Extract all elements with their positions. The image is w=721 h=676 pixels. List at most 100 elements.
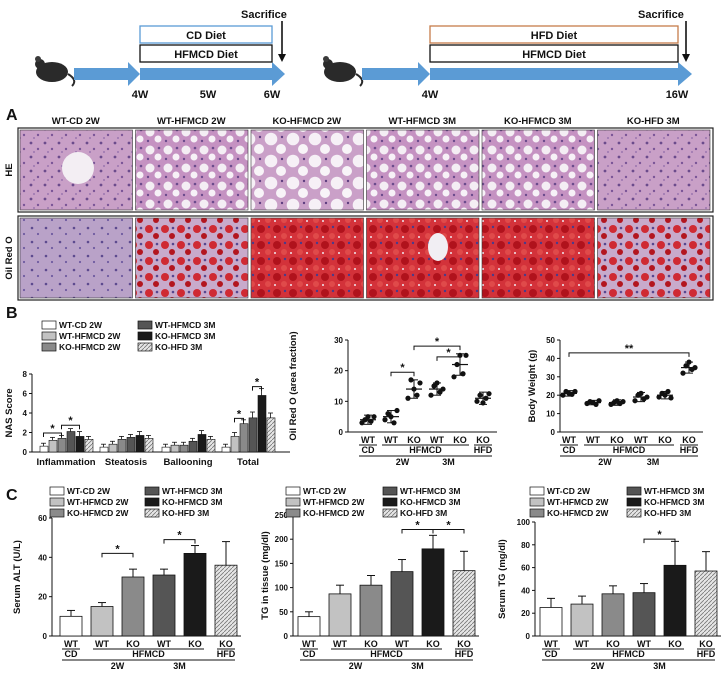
bar: [75, 436, 85, 453]
data-point: [477, 392, 483, 398]
bar: [632, 592, 656, 637]
panel-label-a: A: [6, 107, 18, 124]
group-label-hfd: HFD: [474, 445, 493, 455]
legend-label: WT-HFMCD 3M: [644, 486, 704, 496]
legend-swatch: [144, 508, 160, 518]
cd-diet-label: CD Diet: [186, 30, 226, 42]
data-point: [371, 414, 377, 420]
legend-swatch: [626, 497, 642, 507]
y-tick-label: 0: [43, 632, 48, 641]
bar: [179, 444, 189, 453]
timeline-left: CD Diet HFMCD Diet Sacrifice 4W 5W 6W: [35, 9, 287, 101]
oil-red-o-image: [366, 217, 480, 299]
y-tick-label: 30: [334, 336, 343, 345]
legend-swatch: [285, 508, 301, 518]
group-label-genotype: WT: [395, 639, 409, 649]
group-label-3m: 3M: [173, 661, 186, 671]
legend-swatch: [382, 497, 398, 507]
significance-bracket: [413, 345, 461, 351]
hfmcd-diet-box-right: [429, 44, 679, 63]
bar: [152, 574, 176, 637]
significance-bracket: [643, 538, 676, 544]
group-label-2w: 2W: [349, 661, 363, 671]
group-label-genotype: KO: [606, 639, 620, 649]
vein-lumen: [428, 233, 448, 261]
he-image: [19, 129, 133, 211]
he-image: [481, 129, 595, 211]
timeline-arrow-main-right: [430, 68, 678, 80]
group-label-2w: 2W: [598, 457, 612, 467]
y-tick-label: 100: [517, 518, 531, 527]
bar: [694, 570, 718, 637]
bar: [230, 436, 240, 453]
bar: [108, 443, 118, 453]
legend-label: KO-HFMCD 2W: [547, 508, 609, 518]
timeline-right: HFD Diet HFMCD Diet Sacrifice 4W 16W: [323, 9, 692, 101]
y-tick-label: 50: [546, 336, 555, 345]
significance-star: *: [177, 530, 182, 542]
data-point: [451, 374, 457, 380]
tick-4w-right: 4W: [422, 89, 439, 101]
group-label-genotype: WT: [333, 639, 347, 649]
legend-label: WT-HFMCD 2W: [67, 497, 129, 507]
timeline-arrow-main: [140, 68, 272, 80]
tick-4w-left: 4W: [132, 89, 149, 101]
significance-bracket: [163, 539, 196, 544]
bar: [161, 446, 171, 453]
x-category-label: Inflammation: [36, 457, 95, 468]
group-label-genotype: WT: [586, 435, 600, 445]
bar: [601, 593, 625, 637]
legend-label: KO-HFMCD 3M: [155, 331, 215, 341]
oil-red-o-image: [250, 217, 364, 299]
x-category-label: Steatosis: [105, 457, 147, 468]
y-tick-label: 80: [521, 541, 530, 550]
significance-bracket: [568, 352, 690, 357]
bar: [39, 445, 49, 453]
legend-swatch: [41, 342, 57, 352]
y-tick-label: 20: [546, 391, 555, 400]
histology-column-label: WT-HFMCD 3M: [388, 116, 456, 127]
bar: [359, 584, 383, 637]
data-point: [620, 399, 626, 405]
group-label-cd: CD: [545, 649, 558, 659]
y-tick-label: 0: [284, 632, 289, 641]
group-label-wt: WT: [302, 639, 316, 649]
group-label-ko: KO: [457, 639, 471, 649]
group-label-genotype: KO: [407, 435, 421, 445]
data-point: [405, 395, 411, 401]
legend-label: WT-HFMCD 2W: [303, 497, 365, 507]
data-point: [414, 392, 420, 398]
histology-column-headers: WT-CD 2W WT-HFMCD 2W KO-HFMCD 2W WT-HFMCD 3…: [52, 116, 680, 127]
legend-swatch: [529, 486, 545, 496]
y-axis-label: NAS Score: [4, 388, 15, 437]
y-tick-label: 8: [23, 370, 28, 379]
legend-swatch: [137, 320, 153, 330]
legend-swatch: [49, 497, 65, 507]
legend-swatch: [144, 497, 160, 507]
data-point: [668, 395, 674, 401]
group-label-cd: CD: [65, 649, 78, 659]
row-label-oil-red-o: Oil Red O: [4, 236, 15, 279]
group-label-hfmcd: HFMCD: [612, 649, 645, 659]
cd-diet-box: [139, 25, 273, 44]
group-label-genotype: KO: [658, 435, 672, 445]
he-image: [135, 129, 249, 211]
legend-label: KO-HFMCD 2W: [67, 508, 129, 518]
group-label-ko: KO: [699, 639, 713, 649]
bar: [257, 395, 267, 453]
histology-row-labels: HE Oil Red O: [4, 163, 15, 279]
bar: [214, 564, 238, 637]
oil-red-o-image: [481, 217, 595, 299]
legend-label: KO-HFMCD 2W: [59, 342, 121, 352]
y-tick-label: 10: [334, 397, 343, 406]
legend-swatch: [626, 508, 642, 518]
significance-star: *: [657, 529, 662, 541]
bar: [126, 437, 136, 453]
group-label-2w: 2W: [111, 661, 125, 671]
